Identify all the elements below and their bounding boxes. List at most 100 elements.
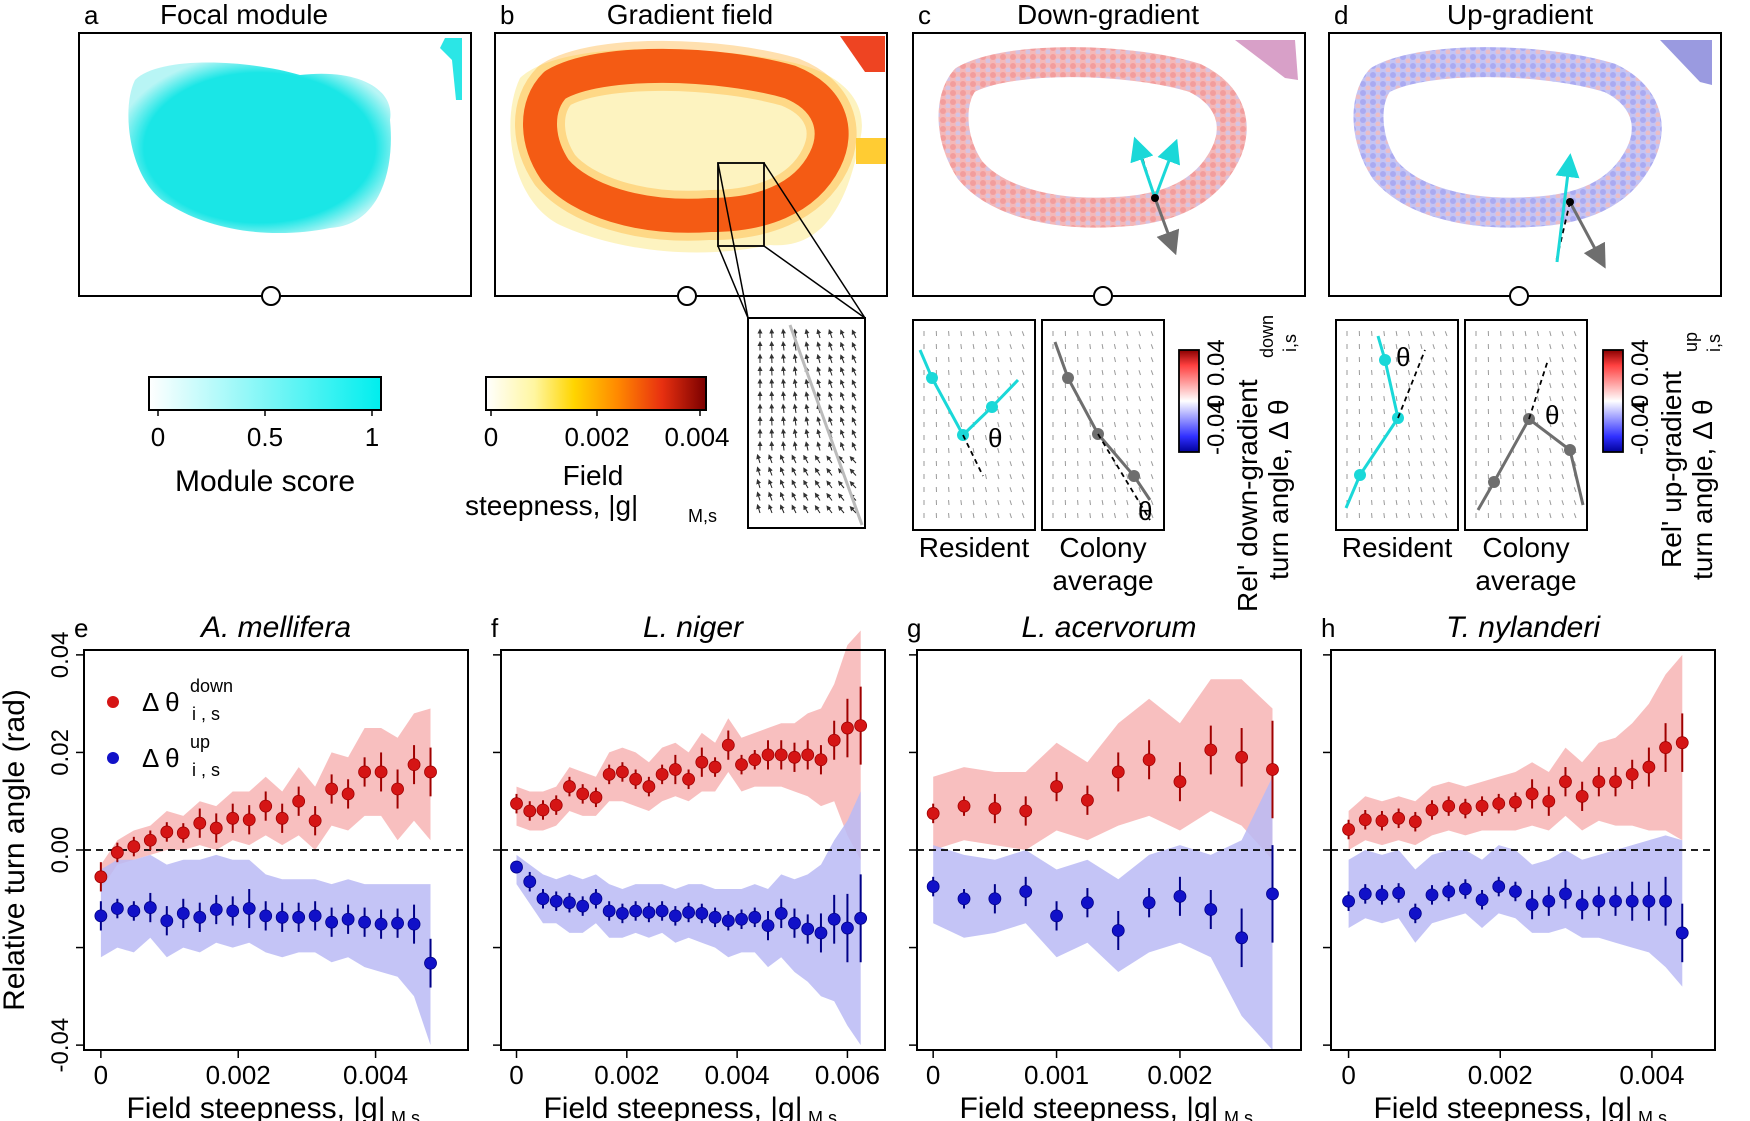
field-arrow bbox=[1536, 487, 1539, 493]
field-arrow bbox=[1573, 435, 1577, 441]
data-point-up bbox=[1509, 885, 1522, 898]
field-arrow bbox=[851, 366, 857, 376]
data-point-up bbox=[1342, 894, 1355, 908]
field-arrow bbox=[756, 453, 762, 464]
field-arrow bbox=[1089, 473, 1091, 480]
field-arrow bbox=[1101, 343, 1104, 350]
field-arrow bbox=[828, 329, 833, 339]
field-arrow bbox=[972, 369, 975, 376]
data-point-up bbox=[1675, 926, 1689, 940]
zoom-box bbox=[717, 162, 765, 247]
field-arrow bbox=[1573, 461, 1577, 467]
field-arrow bbox=[1113, 344, 1116, 350]
field-arrow bbox=[1383, 369, 1385, 376]
field-arrow bbox=[1113, 383, 1116, 389]
data-point-down bbox=[292, 794, 306, 808]
field-arrow bbox=[1561, 344, 1564, 350]
up-gradient-ring bbox=[1353, 47, 1662, 228]
data-point-down bbox=[1266, 763, 1279, 776]
field-arrow bbox=[1432, 500, 1435, 506]
data-point-up bbox=[1492, 880, 1506, 893]
field-arrow bbox=[1126, 344, 1129, 350]
field-arrow bbox=[984, 435, 987, 441]
field-arrow bbox=[1021, 474, 1025, 480]
field-arrow bbox=[1444, 474, 1448, 480]
field-arrow bbox=[804, 341, 810, 351]
field-arrow bbox=[792, 403, 798, 414]
field-arrow bbox=[1512, 369, 1514, 376]
x-axis-label-sub: M,s bbox=[808, 1108, 837, 1121]
field-arrow bbox=[1113, 396, 1116, 402]
data-point-down bbox=[94, 870, 108, 884]
field-arrow bbox=[1420, 344, 1423, 350]
field-arrow bbox=[781, 391, 786, 401]
field-arrow bbox=[1126, 370, 1129, 376]
field-arrow bbox=[984, 370, 987, 376]
field-arrow bbox=[1150, 461, 1154, 467]
data-point-up bbox=[616, 907, 629, 920]
field-arrow bbox=[1444, 409, 1448, 415]
data-point-down bbox=[1425, 803, 1439, 817]
field-arrow bbox=[1138, 370, 1141, 376]
confidence-band-up bbox=[100, 854, 431, 1046]
field-arrow bbox=[1444, 357, 1448, 363]
y-tick-label: 0.00 bbox=[47, 827, 74, 874]
field-arrow bbox=[997, 448, 1000, 454]
field-arrow bbox=[1524, 382, 1527, 389]
gradient-ring bbox=[523, 48, 849, 233]
field-arrow bbox=[792, 353, 798, 364]
field-arrow bbox=[1009, 370, 1012, 376]
field-arrow bbox=[803, 479, 809, 489]
field-arrow bbox=[1126, 487, 1129, 493]
field-arrow bbox=[1561, 422, 1564, 428]
field-arrow bbox=[1432, 370, 1435, 376]
field-arrow bbox=[792, 378, 798, 389]
field-arrow bbox=[1089, 499, 1091, 506]
field-arrow bbox=[1089, 343, 1091, 350]
data-point-up bbox=[814, 926, 828, 940]
field-arrow bbox=[1549, 331, 1552, 337]
field-arrow bbox=[1150, 357, 1154, 363]
legend-d-sup: up bbox=[1681, 332, 1701, 352]
field-arrow bbox=[779, 504, 785, 514]
field-arrow bbox=[972, 447, 975, 454]
data-point-down bbox=[391, 782, 404, 796]
field-arrow bbox=[779, 454, 785, 464]
field-arrow bbox=[1561, 383, 1564, 389]
inset-field-arrows bbox=[923, 330, 1025, 519]
field-arrow bbox=[972, 512, 975, 519]
field-arrow bbox=[1150, 370, 1154, 376]
field-arrow bbox=[1113, 474, 1116, 480]
inset-field-arrows bbox=[1052, 330, 1154, 519]
field-arrow bbox=[1009, 448, 1012, 454]
data-point-down bbox=[1342, 823, 1355, 836]
field-arrow bbox=[997, 383, 1000, 389]
field-arrow bbox=[1512, 408, 1514, 415]
data-point-up bbox=[1204, 903, 1218, 916]
field-arrow bbox=[972, 395, 975, 402]
field-arrow bbox=[1138, 448, 1141, 454]
field-arrow bbox=[1432, 422, 1435, 428]
field-arrow bbox=[803, 467, 809, 476]
field-arrow bbox=[997, 487, 1000, 493]
data-point-up bbox=[407, 917, 421, 931]
data-point-down bbox=[1375, 814, 1389, 828]
field-arrow bbox=[1524, 447, 1527, 454]
colony-label-1: Colony bbox=[1482, 532, 1569, 563]
field-arrow bbox=[1536, 383, 1539, 389]
field-arrow bbox=[756, 491, 762, 501]
field-arrow bbox=[960, 486, 962, 493]
field-arrow bbox=[816, 341, 822, 351]
field-arrow bbox=[1512, 512, 1514, 519]
data-point-up bbox=[259, 909, 273, 923]
field-arrow bbox=[972, 382, 975, 389]
field-arrow bbox=[1420, 448, 1423, 454]
field-arrow bbox=[1524, 460, 1527, 467]
data-point-up bbox=[788, 916, 801, 930]
field-arrow bbox=[1113, 370, 1116, 376]
field-arrow bbox=[1512, 421, 1514, 428]
resident-point bbox=[1379, 354, 1391, 366]
x-tick-label: 0.004 bbox=[705, 1060, 770, 1090]
field-arrow bbox=[1536, 448, 1539, 454]
data-point-up bbox=[1375, 888, 1389, 902]
